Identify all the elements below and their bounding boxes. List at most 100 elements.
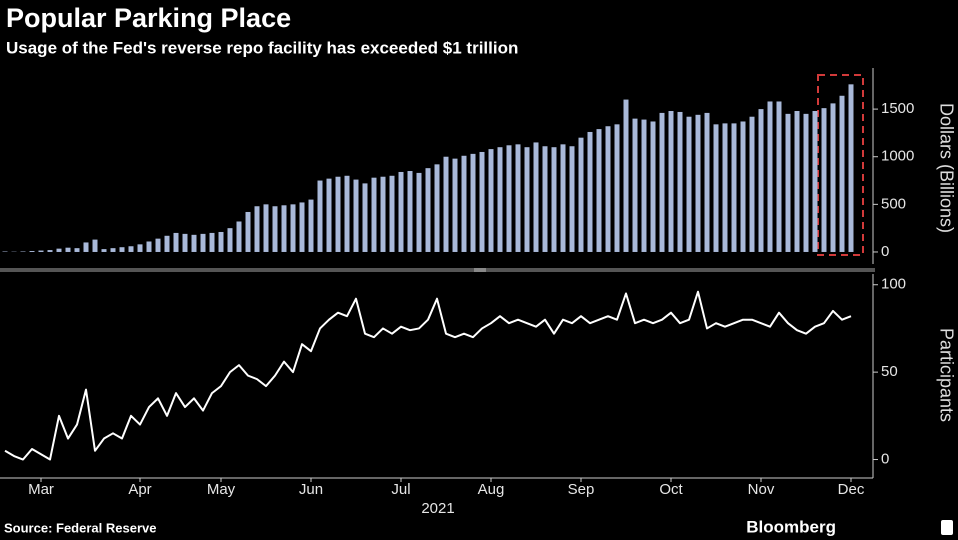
brand: Bloomberg <box>746 517 836 536</box>
bar <box>425 168 431 252</box>
bar <box>524 147 530 252</box>
bar <box>659 112 665 252</box>
x-tick-label: Apr <box>128 481 151 498</box>
chart-subtitle: Usage of the Fed's reverse repo facility… <box>6 38 518 57</box>
x-tick-label: Sep <box>568 481 595 498</box>
bar <box>533 142 539 252</box>
y-tick-label: 50 <box>881 363 898 380</box>
bar <box>335 176 341 252</box>
bar <box>371 177 377 252</box>
bar <box>218 231 224 252</box>
bar <box>209 232 215 252</box>
x-tick-label: Oct <box>659 481 683 498</box>
bar <box>281 205 287 252</box>
brand-icon <box>941 520 953 535</box>
bar <box>569 146 575 252</box>
x-tick-label: Nov <box>748 481 775 498</box>
bar <box>344 175 350 252</box>
bar <box>362 183 368 252</box>
bar <box>182 233 188 252</box>
x-tick-label: Mar <box>28 481 54 498</box>
bar <box>56 248 62 252</box>
bar <box>515 144 521 252</box>
bar <box>731 123 737 252</box>
source: Source: Federal Reserve <box>4 520 156 535</box>
bar <box>416 172 422 252</box>
bar <box>695 114 701 252</box>
bar <box>317 180 323 252</box>
bar <box>830 103 836 252</box>
x-tick-label: Jun <box>299 481 323 498</box>
bar <box>704 112 710 252</box>
y-tick-label: 0 <box>881 450 889 467</box>
bar <box>587 131 593 252</box>
x-tick-label: Aug <box>478 481 505 498</box>
bar <box>353 179 359 252</box>
bar <box>497 147 503 252</box>
bar <box>173 232 179 252</box>
bar <box>83 242 89 252</box>
bar <box>488 149 494 252</box>
bar <box>47 250 53 252</box>
bar <box>245 211 251 252</box>
bar <box>263 204 269 252</box>
bar <box>623 99 629 252</box>
bar <box>326 178 332 252</box>
bar <box>803 113 809 252</box>
bar <box>155 238 161 252</box>
x-tick-label: May <box>207 481 236 498</box>
bar <box>299 202 305 252</box>
bar <box>740 121 746 252</box>
bar <box>389 175 395 252</box>
bar <box>191 234 197 252</box>
bar <box>479 151 485 252</box>
bar <box>254 206 260 252</box>
bar <box>785 113 791 252</box>
bar <box>398 171 404 252</box>
bar <box>641 119 647 252</box>
x-axis-title: 2021 <box>421 500 454 517</box>
bar <box>380 176 386 252</box>
bar <box>722 123 728 252</box>
bar <box>758 109 764 252</box>
bar <box>560 144 566 252</box>
y-tick-label: 100 <box>881 276 906 293</box>
bar <box>821 108 827 252</box>
bar <box>74 248 80 252</box>
bar <box>686 116 692 252</box>
bar <box>272 206 278 252</box>
bar <box>29 251 35 252</box>
bar <box>506 145 512 252</box>
bar <box>38 250 44 252</box>
bar <box>65 247 71 252</box>
y-tick-label: 1500 <box>881 100 914 117</box>
line <box>4 290 852 461</box>
bar <box>461 155 467 252</box>
y-tick-label: 1000 <box>881 148 914 165</box>
bar <box>434 164 440 252</box>
bar <box>794 111 800 252</box>
chart-title: Popular Parking Place <box>6 3 291 33</box>
highlight-box <box>817 74 864 256</box>
bar <box>137 244 143 252</box>
bar <box>578 137 584 252</box>
bar <box>605 126 611 252</box>
bar <box>236 221 242 252</box>
bar <box>101 249 107 252</box>
bar <box>92 239 98 252</box>
bar <box>848 84 854 252</box>
bar <box>407 171 413 252</box>
bar <box>677 111 683 252</box>
bar <box>119 247 125 252</box>
bar <box>767 101 773 252</box>
bar <box>164 235 170 252</box>
bar <box>713 124 719 252</box>
bar <box>596 129 602 252</box>
bar <box>614 124 620 252</box>
bar <box>542 146 548 252</box>
y-axis-title: Dollars (Billions) <box>936 103 956 233</box>
bar <box>128 246 134 252</box>
bar <box>668 111 674 252</box>
